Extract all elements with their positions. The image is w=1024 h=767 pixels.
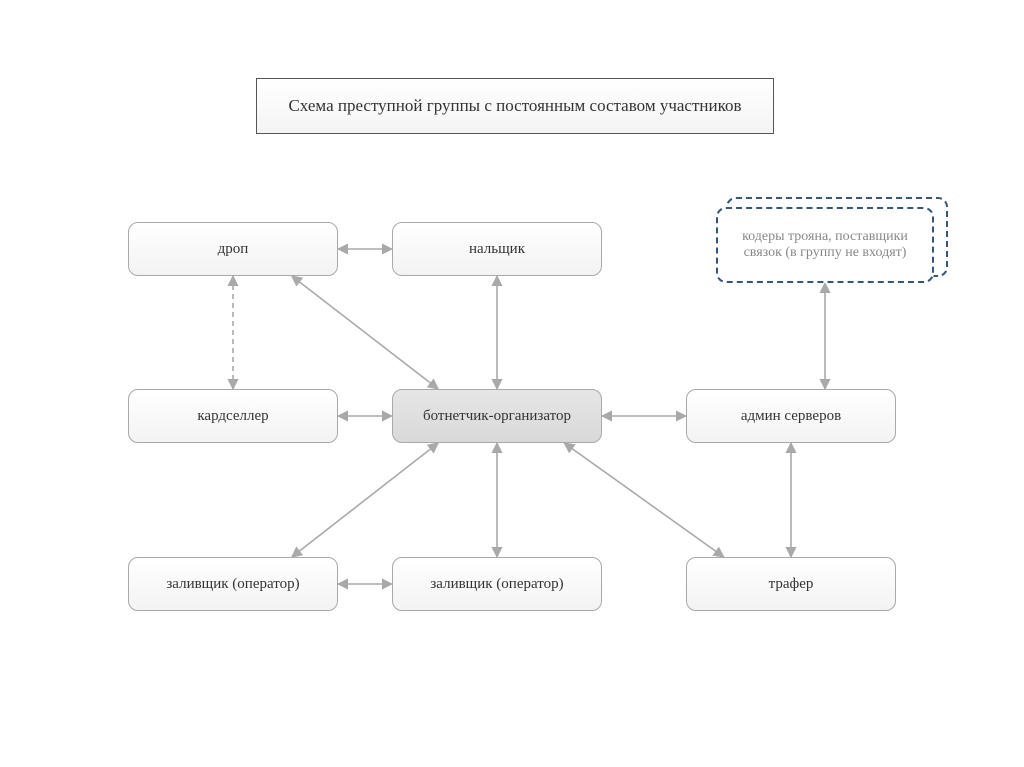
node-nalshik-label: нальщик (469, 241, 525, 258)
node-botnet: ботнетчик-организатор (392, 389, 602, 443)
node-nalshik: нальщик (392, 222, 602, 276)
node-op2: заливщик (оператор) (392, 557, 602, 611)
diagram-title: Схема преступной группы с постоянным сос… (256, 78, 774, 134)
diagram-title-text: Схема преступной группы с постоянным сос… (288, 96, 741, 116)
node-drop-label: дроп (218, 241, 249, 258)
node-admin: админ серверов (686, 389, 896, 443)
node-trafer: трафер (686, 557, 896, 611)
node-cardseller: кардселлер (128, 389, 338, 443)
node-drop: дроп (128, 222, 338, 276)
node-trafer-label: трафер (769, 576, 814, 593)
node-cardseller-label: кардселлер (197, 408, 268, 425)
node-op1: заливщик (оператор) (128, 557, 338, 611)
node-op2-label: заливщик (оператор) (430, 576, 563, 593)
node-admin-label: админ серверов (741, 408, 841, 425)
node-op1-label: заливщик (оператор) (166, 576, 299, 593)
external-box-label: кодеры трояна, поставщики связок (в груп… (724, 229, 926, 261)
node-botnet-label: ботнетчик-организатор (423, 408, 571, 425)
external-box: кодеры трояна, поставщики связок (в груп… (716, 207, 934, 283)
